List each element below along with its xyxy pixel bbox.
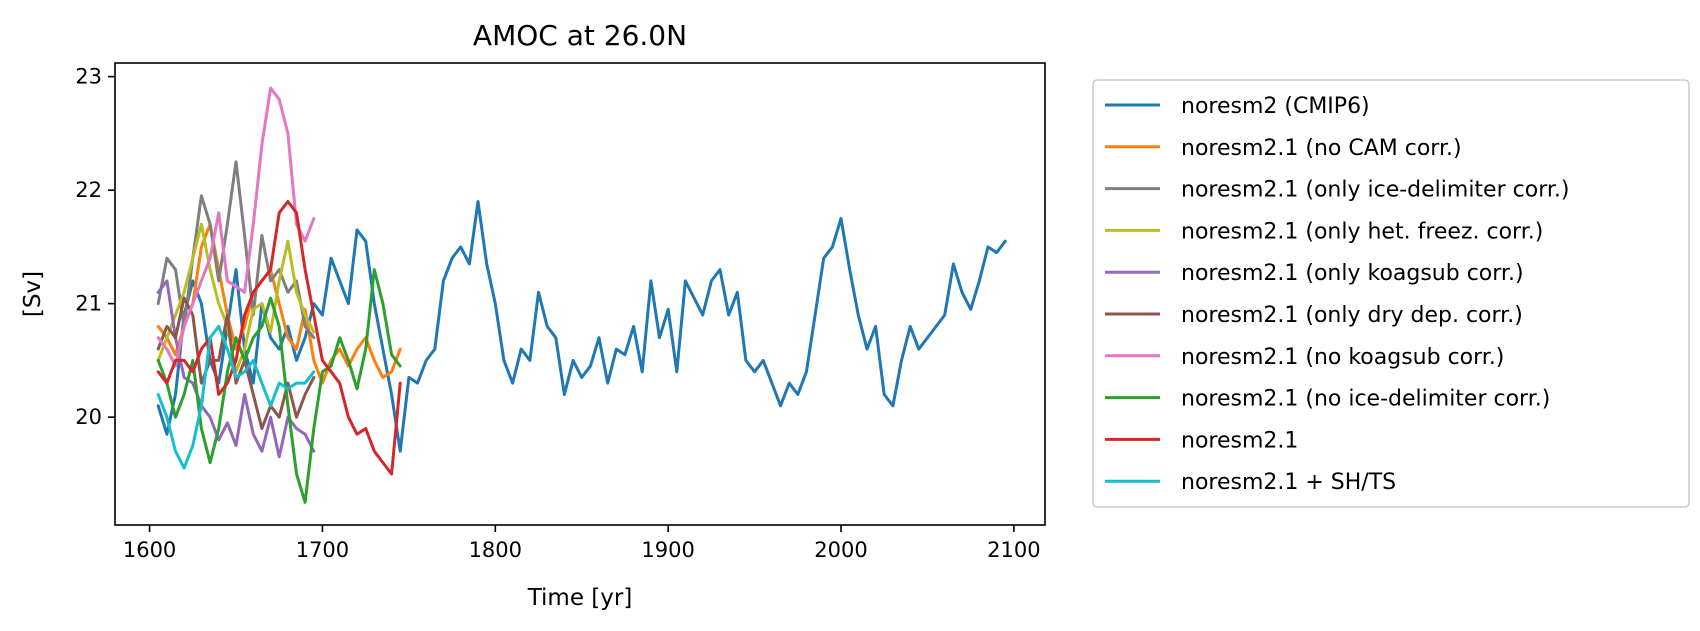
- series-line-1: [156, 200, 1007, 453]
- x-tick-label: 2000: [814, 538, 867, 562]
- series-line-7: [156, 86, 316, 368]
- y-tick-label: 20: [75, 405, 102, 429]
- x-tick-label: 1700: [296, 538, 349, 562]
- series-line-6: [156, 296, 316, 430]
- x-axis: 1600 1700 1800 1900 2000 2100: [123, 525, 1041, 562]
- x-tick-label: 2100: [987, 538, 1040, 562]
- series-line-10: [156, 324, 316, 470]
- y-tick-label: 23: [75, 65, 102, 89]
- legend-label: noresm2.1 (only koagsub corr.): [1181, 261, 1524, 286]
- legend-label: noresm2.1 + SH/TS: [1181, 470, 1396, 495]
- series-layer: [156, 86, 1007, 504]
- y-axis: 20 21 22 23: [75, 65, 115, 429]
- y-tick-label: 21: [75, 292, 102, 316]
- legend-label: noresm2.1 (no koagsub corr.): [1181, 345, 1504, 370]
- legend-frame: [1092, 79, 1690, 508]
- legend-label: noresm2.1: [1181, 428, 1298, 453]
- legend-label: noresm2.1 (only het. freez. corr.): [1181, 219, 1543, 244]
- y-axis-label: [Sv]: [20, 271, 46, 317]
- x-tick-label: 1800: [469, 538, 522, 562]
- legend-label: noresm2.1 (no ice-delimiter corr.): [1181, 387, 1550, 412]
- series-line-2: [156, 222, 402, 385]
- chart-title: AMOC at 26.0N: [473, 19, 687, 52]
- legend: noresm2 (CMIP6) noresm2.1 (no CAM corr.) n…: [1092, 79, 1690, 508]
- x-tick-label: 1600: [123, 538, 176, 562]
- legend-label: noresm2.1 (no CAM corr.): [1181, 136, 1462, 161]
- legend-label: noresm2.1 (only dry dep. corr.): [1181, 303, 1523, 328]
- legend-label: noresm2 (CMIP6): [1181, 94, 1370, 119]
- plot-area: [114, 62, 1046, 526]
- x-tick-label: 1900: [641, 538, 694, 562]
- legend-label: noresm2.1 (only ice-delimiter corr.): [1181, 178, 1569, 203]
- x-axis-label: Time [yr]: [527, 585, 633, 611]
- y-tick-label: 22: [75, 178, 102, 202]
- series-line-8: [156, 268, 402, 504]
- series-line-9: [156, 200, 402, 476]
